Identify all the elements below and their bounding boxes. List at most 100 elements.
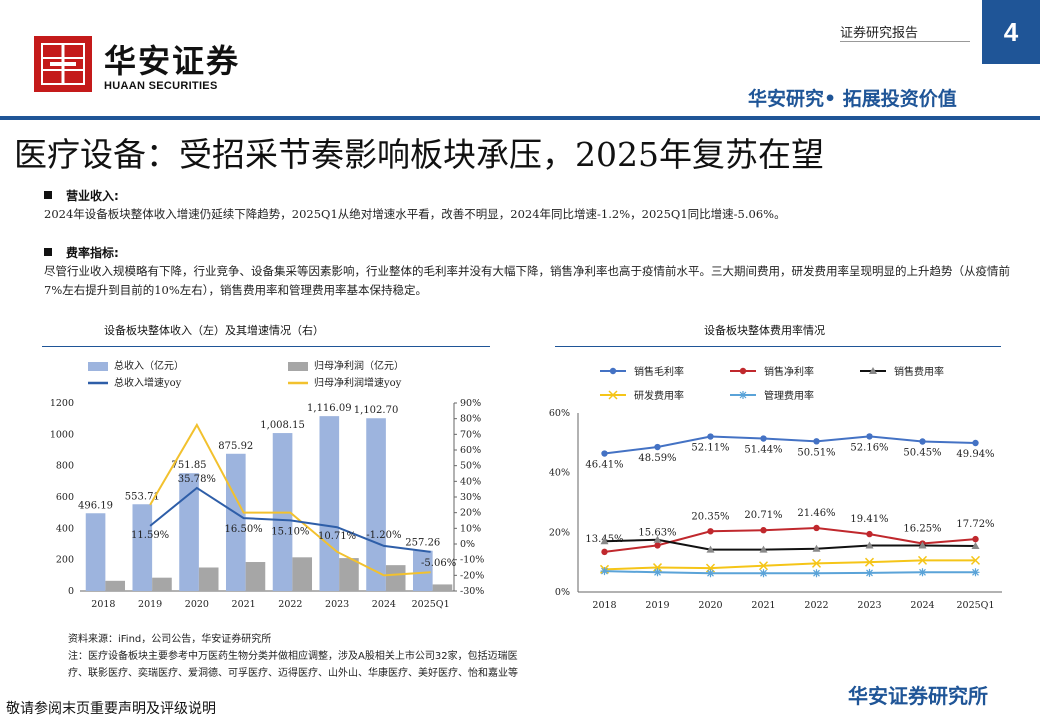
section-text-revenue: 2024年设备板块整体收入增速仍延续下降趋势，2025Q1从绝对增速水平看，改善… [44, 207, 786, 221]
series-marker [760, 435, 767, 442]
series-marker [866, 433, 873, 440]
series-line [604, 526, 976, 553]
y-tick-label: 20% [549, 527, 570, 538]
legend-label: 研发费用率 [634, 389, 684, 402]
data-label-revenue: 257.26 [405, 538, 440, 549]
x-tick-label: 2025Q1 [412, 599, 450, 610]
series-marker [812, 569, 821, 578]
data-label: 50.45% [903, 447, 941, 458]
series-line [604, 538, 976, 551]
bar-total-revenue [225, 453, 246, 591]
series-marker [707, 433, 714, 440]
series-marker [707, 528, 714, 535]
series-marker [971, 542, 980, 550]
x-tick-label: 2025Q1 [956, 600, 994, 611]
data-label: 50.51% [797, 447, 835, 458]
y-tick-label-right: -20% [460, 570, 484, 581]
x-tick-label: 2023 [325, 599, 349, 610]
footer-brand: 华安证券研究所 [848, 684, 988, 708]
series-marker [601, 548, 608, 556]
page-title: 医疗设备：受招采节奏影响板块承压，2025年复苏在望 [14, 135, 824, 174]
bar-total-revenue [366, 418, 386, 591]
data-label: 49.94% [956, 449, 994, 460]
data-label-revenue-growth: -1.20% [366, 530, 401, 541]
series-marker [865, 568, 874, 577]
data-label: 46.41% [585, 460, 623, 471]
legend-marker [609, 367, 617, 375]
series-marker [971, 568, 980, 577]
y-tick-label-left: 800 [56, 461, 74, 472]
series-marker [811, 558, 822, 568]
x-tick-label: 2020 [185, 599, 209, 610]
section-heading-revenue-label: 营业收入: [66, 189, 119, 203]
line-net-profit-growth [149, 422, 431, 577]
series-marker [600, 537, 609, 545]
x-tick-label: 2023 [857, 600, 881, 611]
data-label: 16.25% [903, 524, 941, 535]
data-label: 15.63% [638, 527, 676, 538]
y-tick-label-right: 70% [460, 429, 481, 440]
data-label: 52.16% [850, 442, 888, 453]
section-heading-expense-label: 费率指标: [66, 246, 119, 260]
legend-swatch [88, 362, 108, 371]
footnote-line-1: 注：医疗设备板块主要参考中万医药生物分类并做相应调整，涉及A股相关上市公司32家… [68, 651, 518, 662]
disclaimer-text: 敬请参阅末页重要声明及评级说明 [6, 701, 216, 717]
data-label: 20.35% [691, 511, 729, 522]
y-tick-label-left: 1000 [50, 429, 74, 440]
legend-label: 总收入（亿元） [114, 359, 184, 372]
data-label-revenue-growth: 16.50% [225, 524, 263, 535]
revenue-chart: 0 200 400 600 800 1000 1200 -30% -20% -10% 0% 10% 20… [50, 359, 485, 610]
expense-rate-chart: 0% 20% 40% 60% 2018 2019 2020 2021 2022 2023 2024 2… [549, 365, 1002, 611]
series-marker [759, 545, 768, 553]
bar-total-revenue [85, 513, 106, 591]
y-tick-label-right: 50% [460, 461, 481, 472]
legend-label: 销售净利率 [764, 365, 814, 378]
report-type-underline [840, 41, 970, 42]
bar-net-profit [105, 580, 126, 591]
data-label-revenue-growth: 35.78% [178, 474, 216, 485]
x-tick-label: 2018 [592, 600, 616, 611]
chart-title-underline [555, 346, 1001, 347]
series-marker [706, 545, 715, 553]
series-marker [600, 567, 609, 576]
y-tick-label-right: 20% [460, 508, 481, 519]
bullet-square-icon [44, 248, 52, 256]
series-marker [706, 569, 715, 578]
legend-label: 总收入增速yoy [114, 376, 182, 389]
data-label: 17.72% [956, 519, 994, 530]
y-tick-label-right: -30% [460, 586, 484, 597]
header-divider [0, 116, 1040, 120]
chart-title-revenue: 设备板块整体收入（左）及其增速情况（右） [104, 324, 324, 337]
legend-marker [739, 367, 747, 375]
page-number: 4 [982, 0, 1040, 64]
series-marker [654, 542, 661, 549]
data-label: 19.41% [850, 514, 888, 525]
header-slogan: 华安研究• 拓展投资价值 [748, 88, 957, 110]
legend-marker [608, 390, 618, 400]
data-label-revenue: 1,116.09 [307, 403, 352, 414]
bar-total-revenue [132, 504, 153, 591]
x-tick-label: 2021 [232, 599, 256, 610]
section-heading-revenue: 营业收入: [44, 187, 119, 204]
y-tick-label-left: 400 [56, 523, 74, 534]
series-marker [653, 568, 662, 577]
y-tick-label-right: 10% [460, 523, 481, 534]
series-marker [601, 450, 608, 457]
x-tick-label: 2022 [804, 600, 828, 611]
data-label-revenue: 875.92 [218, 441, 253, 452]
y-tick-label: 0% [555, 587, 570, 598]
y-tick-label-right: 60% [460, 445, 481, 456]
x-tick-label: 2018 [91, 599, 115, 610]
data-label-revenue-growth: 15.10% [271, 526, 309, 537]
bar-net-profit [198, 567, 219, 591]
series-marker [919, 438, 926, 445]
series-marker [972, 439, 979, 447]
series-marker [759, 569, 768, 578]
footnote-line-2: 疗、联影医疗、奕瑞医疗、爱洞德、可孚医疗、迈得医疗、山外山、华康医疗、美好医疗、… [68, 668, 518, 679]
bar-net-profit [152, 577, 172, 591]
series-marker [917, 555, 928, 565]
bar-net-profit [385, 565, 406, 591]
x-tick-label: 2019 [645, 600, 669, 611]
x-tick-label: 2020 [698, 600, 722, 611]
y-tick-label-right: 40% [460, 476, 481, 487]
